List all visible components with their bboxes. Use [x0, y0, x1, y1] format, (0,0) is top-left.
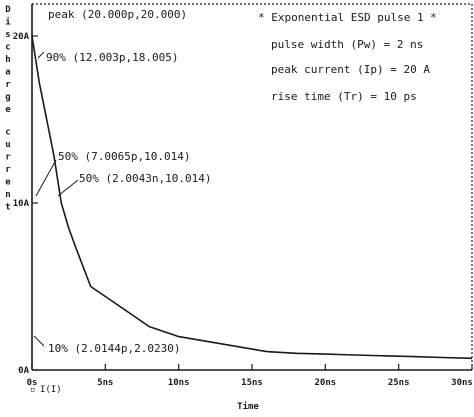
x-axis-ticks: 0s 5ns 10ns 15ns 20ns 25ns 30ns [27, 364, 473, 388]
y-axis-label-char: g [5, 93, 10, 103]
y-axis-label-char: r [5, 153, 11, 163]
y-axis-label-char: e [5, 105, 11, 115]
y-axis-label-char: i [5, 17, 11, 28]
y-axis-label-char: u [5, 140, 10, 150]
legend-symbol: ▫ [30, 385, 35, 395]
x-tick-label: 0s [27, 378, 38, 388]
y-axis-label-char: a [5, 68, 10, 78]
x-tick-label: 25ns [388, 378, 410, 388]
y-tick-label: 20A [13, 32, 30, 42]
leader-50pct-rise [35, 159, 57, 197]
y-axis-label-char: t [5, 203, 10, 213]
info-peak-current: peak current (Ip) = 20 A [271, 63, 430, 76]
y-axis-label-char: c [5, 128, 10, 138]
leader-10pct [33, 335, 45, 347]
annotations: peak (20.000p,20.000) 90% (12.003p,18.00… [46, 8, 211, 355]
y-axis-label-char: D [5, 5, 11, 15]
x-tick-label: 30ns [451, 378, 473, 388]
leader-90pct [37, 51, 45, 59]
y-axis-label-char: r [5, 165, 11, 175]
y-axis-ticks: 0A 10A 20A [13, 32, 38, 376]
legend: ▫ I(I) [30, 385, 62, 395]
x-tick-label: 10ns [168, 378, 190, 388]
legend-label: I(I) [40, 385, 62, 395]
y-tick-label: 10A [13, 199, 30, 209]
y-axis-label-char: r [5, 80, 11, 90]
annotation-peak: peak (20.000p,20.000) [48, 8, 187, 21]
y-axis-label-char: n [5, 190, 10, 200]
info-rise-time: rise time (Tr) = 10 ps [271, 90, 417, 103]
y-axis-label-char: e [5, 178, 11, 188]
x-tick-label: 20ns [314, 378, 336, 388]
y-axis-label-char: s [5, 30, 10, 40]
info-pulse-width: pulse width (Pw) = 2 ns [271, 38, 423, 51]
x-tick-label: 15ns [241, 378, 263, 388]
y-axis-label-char: h [5, 55, 10, 65]
x-axis-label: Time [237, 401, 259, 412]
x-tick-label: 5ns [97, 378, 113, 388]
y-axis-label-char: c [5, 43, 10, 53]
annotation-90pct: 90% (12.003p,18.005) [46, 51, 178, 64]
info-title: * Exponential ESD pulse 1 * [258, 11, 437, 24]
annotation-50pct-fall: 50% (2.0043n,10.014) [79, 172, 211, 185]
y-tick-label: 0A [18, 366, 29, 376]
leader-50pct-fall [57, 179, 79, 197]
pulse-info: * Exponential ESD pulse 1 * pulse width … [258, 11, 437, 103]
series-line-i [31, 35, 473, 360]
annotation-10pct: 10% (2.0144p,2.0230) [48, 342, 180, 355]
annotation-50pct-rise: 50% (7.0065p,10.014) [58, 150, 190, 163]
